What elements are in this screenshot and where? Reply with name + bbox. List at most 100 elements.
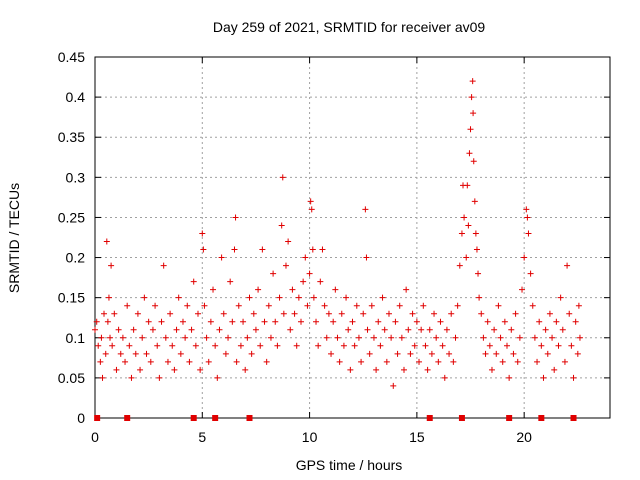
data-point: [115, 326, 122, 333]
data-point: [561, 358, 568, 365]
data-point: [113, 366, 120, 373]
data-point: [514, 358, 521, 365]
data-point: [169, 342, 176, 349]
data-point: [186, 358, 193, 365]
axes: [94, 56, 611, 419]
data-point: [469, 78, 476, 85]
data-point: [443, 326, 450, 333]
data-point: [173, 326, 180, 333]
y-tick-label: 0.25: [58, 209, 85, 225]
data-point: [205, 358, 212, 365]
data-point: [237, 342, 244, 349]
data-point: [184, 302, 191, 309]
data-point: [300, 278, 307, 285]
data-point: [385, 310, 392, 317]
data-point: [195, 310, 201, 317]
data-point: [201, 302, 208, 309]
data-point: [484, 318, 491, 325]
data-point: [470, 158, 477, 165]
data-point: [212, 342, 219, 349]
data-point: [544, 350, 551, 357]
data-point: [321, 302, 328, 309]
data-point: [225, 334, 232, 341]
data-point: [210, 286, 217, 293]
data-point: [431, 310, 438, 317]
data-point: [274, 342, 281, 349]
data-point: [531, 334, 538, 341]
data-point: [486, 342, 493, 349]
data-point: [139, 334, 146, 341]
data-points: [92, 78, 583, 389]
data-point: [470, 110, 477, 117]
data-point: [394, 350, 401, 357]
zero-marker: [570, 415, 577, 421]
data-point: [428, 350, 435, 357]
data-point: [368, 302, 375, 309]
data-point: [493, 350, 500, 357]
data-point: [388, 334, 395, 341]
data-point: [454, 302, 461, 309]
data-point: [203, 334, 210, 341]
data-point: [351, 342, 358, 349]
data-point: [130, 326, 137, 333]
data-point: [398, 334, 405, 341]
data-point: [285, 238, 292, 245]
data-point: [93, 318, 100, 325]
data-point: [248, 350, 255, 357]
data-point: [177, 350, 184, 357]
data-point: [323, 334, 330, 341]
data-point: [441, 374, 448, 381]
data-point: [235, 302, 242, 309]
data-point: [416, 358, 423, 365]
data-point: [276, 294, 283, 301]
y-tick-label: 0: [77, 410, 85, 426]
data-point: [216, 326, 223, 333]
data-point: [182, 334, 189, 341]
data-point: [122, 358, 129, 365]
data-point: [576, 334, 583, 341]
data-point: [524, 214, 531, 221]
data-point: [103, 238, 110, 245]
y-tick-label: 0.45: [58, 49, 85, 65]
data-point: [424, 366, 431, 373]
data-point: [287, 326, 294, 333]
x-axis-ticks: 0 5 10 15 20: [91, 57, 532, 445]
data-point: [534, 358, 541, 365]
data-point: [497, 334, 504, 341]
data-point: [570, 374, 577, 381]
zero-marker: [506, 415, 513, 421]
data-point: [555, 342, 562, 349]
data-point: [259, 246, 266, 253]
data-point: [315, 342, 322, 349]
data-point: [141, 294, 148, 301]
data-point: [401, 366, 407, 373]
data-point: [488, 366, 495, 373]
data-point: [465, 222, 472, 229]
data-point: [160, 262, 167, 269]
data-point: [546, 310, 553, 317]
data-point: [482, 350, 489, 357]
data-point: [293, 342, 300, 349]
data-point: [171, 366, 178, 373]
data-point: [347, 366, 354, 373]
data-point: [97, 358, 104, 365]
data-point: [162, 334, 169, 341]
data-point: [137, 366, 144, 373]
data-point: [362, 206, 369, 213]
data-point: [310, 294, 317, 301]
data-point: [557, 294, 564, 301]
zero-marker: [246, 415, 253, 421]
data-point: [420, 302, 427, 309]
data-point: [328, 350, 335, 357]
data-point: [104, 318, 111, 325]
data-point: [375, 318, 382, 325]
x-tick-label: 20: [516, 429, 532, 445]
y-axis-ticks: 0 0.05 0.1 0.15 0.2 0.25 0.3 0.35 0.4 0.45: [58, 49, 610, 426]
data-point: [433, 334, 440, 341]
data-point: [501, 318, 508, 325]
data-point: [480, 334, 487, 341]
data-point: [499, 358, 506, 365]
data-point: [392, 318, 399, 325]
data-point: [473, 246, 480, 253]
y-tick-label: 0.05: [58, 370, 85, 386]
